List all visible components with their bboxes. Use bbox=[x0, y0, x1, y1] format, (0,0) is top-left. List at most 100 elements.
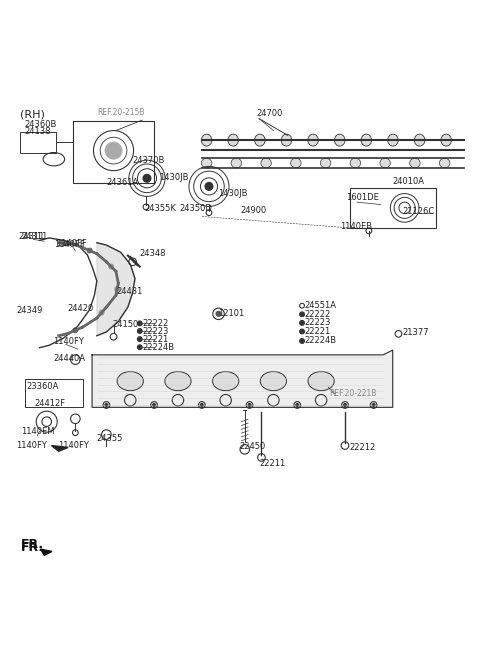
Polygon shape bbox=[51, 446, 68, 451]
Text: 22224B: 22224B bbox=[304, 336, 336, 346]
Circle shape bbox=[137, 345, 142, 350]
Circle shape bbox=[99, 310, 104, 315]
Text: 22222: 22222 bbox=[142, 319, 168, 328]
Text: 1601DE: 1601DE bbox=[347, 193, 379, 202]
Text: 24420: 24420 bbox=[67, 304, 94, 313]
Text: 22222: 22222 bbox=[304, 310, 331, 318]
Circle shape bbox=[344, 404, 347, 406]
Ellipse shape bbox=[308, 371, 334, 391]
Ellipse shape bbox=[335, 134, 345, 146]
Text: FR.: FR. bbox=[21, 542, 44, 555]
Text: 21126C: 21126C bbox=[402, 207, 434, 216]
Text: 22221: 22221 bbox=[142, 335, 168, 344]
Text: REF.20-221B: REF.20-221B bbox=[330, 389, 377, 399]
Text: (RH): (RH) bbox=[21, 109, 45, 119]
Text: 1140EM: 1140EM bbox=[22, 426, 55, 436]
Text: 24355: 24355 bbox=[97, 434, 123, 443]
Circle shape bbox=[300, 320, 304, 325]
Text: 1140EB: 1140EB bbox=[340, 222, 372, 231]
Text: 24355K: 24355K bbox=[144, 204, 177, 213]
Text: 23360A: 23360A bbox=[26, 382, 59, 391]
Ellipse shape bbox=[228, 134, 239, 146]
Text: 22212: 22212 bbox=[350, 444, 376, 452]
Text: 24440A: 24440A bbox=[53, 354, 85, 363]
Ellipse shape bbox=[201, 158, 212, 167]
Ellipse shape bbox=[254, 134, 265, 146]
Text: 24350D: 24350D bbox=[179, 204, 212, 213]
Ellipse shape bbox=[388, 134, 398, 146]
Text: 24311: 24311 bbox=[18, 232, 45, 241]
Text: 12101: 12101 bbox=[218, 308, 245, 318]
Ellipse shape bbox=[231, 158, 241, 167]
Bar bbox=[25, 379, 83, 407]
Circle shape bbox=[143, 175, 151, 182]
Circle shape bbox=[248, 404, 251, 406]
Circle shape bbox=[300, 339, 304, 344]
Ellipse shape bbox=[290, 158, 301, 167]
Circle shape bbox=[372, 404, 375, 406]
Circle shape bbox=[216, 311, 221, 316]
Ellipse shape bbox=[117, 371, 144, 391]
Bar bbox=[21, 132, 56, 153]
Circle shape bbox=[300, 312, 304, 316]
Ellipse shape bbox=[320, 158, 331, 167]
Circle shape bbox=[300, 329, 304, 334]
Polygon shape bbox=[97, 243, 135, 336]
Polygon shape bbox=[92, 350, 393, 407]
Text: 1430JB: 1430JB bbox=[218, 189, 248, 199]
Ellipse shape bbox=[414, 134, 425, 146]
Text: 1140FY: 1140FY bbox=[53, 338, 84, 346]
Text: 22211: 22211 bbox=[259, 459, 285, 467]
Text: 24700: 24700 bbox=[257, 109, 283, 118]
Text: 24551A: 24551A bbox=[304, 301, 336, 310]
Text: 24431: 24431 bbox=[117, 287, 143, 297]
Circle shape bbox=[296, 404, 299, 406]
Ellipse shape bbox=[308, 134, 318, 146]
Text: 24348: 24348 bbox=[140, 249, 166, 258]
Text: 24412F: 24412F bbox=[35, 399, 66, 408]
Text: 1140FY: 1140FY bbox=[16, 441, 47, 450]
Circle shape bbox=[109, 264, 114, 269]
Text: 22221: 22221 bbox=[304, 327, 331, 336]
Ellipse shape bbox=[201, 134, 212, 146]
Circle shape bbox=[73, 328, 78, 333]
Circle shape bbox=[87, 248, 92, 253]
Text: 24138: 24138 bbox=[24, 127, 51, 136]
Circle shape bbox=[200, 404, 203, 406]
Text: 22450: 22450 bbox=[239, 442, 265, 451]
Text: 21377: 21377 bbox=[402, 328, 429, 337]
Ellipse shape bbox=[380, 158, 390, 167]
Text: 1140FY: 1140FY bbox=[58, 441, 89, 450]
Bar bbox=[350, 188, 436, 228]
Text: 1430JB: 1430JB bbox=[159, 173, 188, 182]
Polygon shape bbox=[40, 549, 52, 555]
Text: 24349: 24349 bbox=[17, 307, 43, 315]
Text: 22223: 22223 bbox=[304, 318, 331, 327]
Circle shape bbox=[153, 404, 156, 406]
Circle shape bbox=[137, 328, 142, 334]
Text: 24150: 24150 bbox=[112, 320, 138, 329]
Text: 24361A: 24361A bbox=[107, 179, 139, 187]
Ellipse shape bbox=[361, 134, 372, 146]
Text: 22224B: 22224B bbox=[142, 343, 174, 352]
Text: 24311: 24311 bbox=[22, 232, 48, 241]
Ellipse shape bbox=[441, 134, 452, 146]
Ellipse shape bbox=[409, 158, 420, 167]
Text: 24900: 24900 bbox=[240, 206, 266, 214]
Circle shape bbox=[105, 404, 108, 406]
Text: FR.: FR. bbox=[21, 538, 44, 551]
Ellipse shape bbox=[281, 134, 292, 146]
Text: 24360B: 24360B bbox=[24, 120, 57, 129]
Ellipse shape bbox=[350, 158, 360, 167]
Ellipse shape bbox=[213, 371, 239, 391]
Text: 1140FF: 1140FF bbox=[56, 239, 87, 248]
Text: 22223: 22223 bbox=[142, 327, 168, 336]
Circle shape bbox=[105, 142, 122, 159]
Text: REF.20-215B: REF.20-215B bbox=[97, 108, 144, 117]
Ellipse shape bbox=[439, 158, 450, 167]
Ellipse shape bbox=[260, 371, 287, 391]
Text: 24010A: 24010A bbox=[393, 177, 425, 186]
Circle shape bbox=[63, 241, 68, 246]
Text: 24370B: 24370B bbox=[132, 156, 165, 165]
Circle shape bbox=[137, 337, 142, 342]
